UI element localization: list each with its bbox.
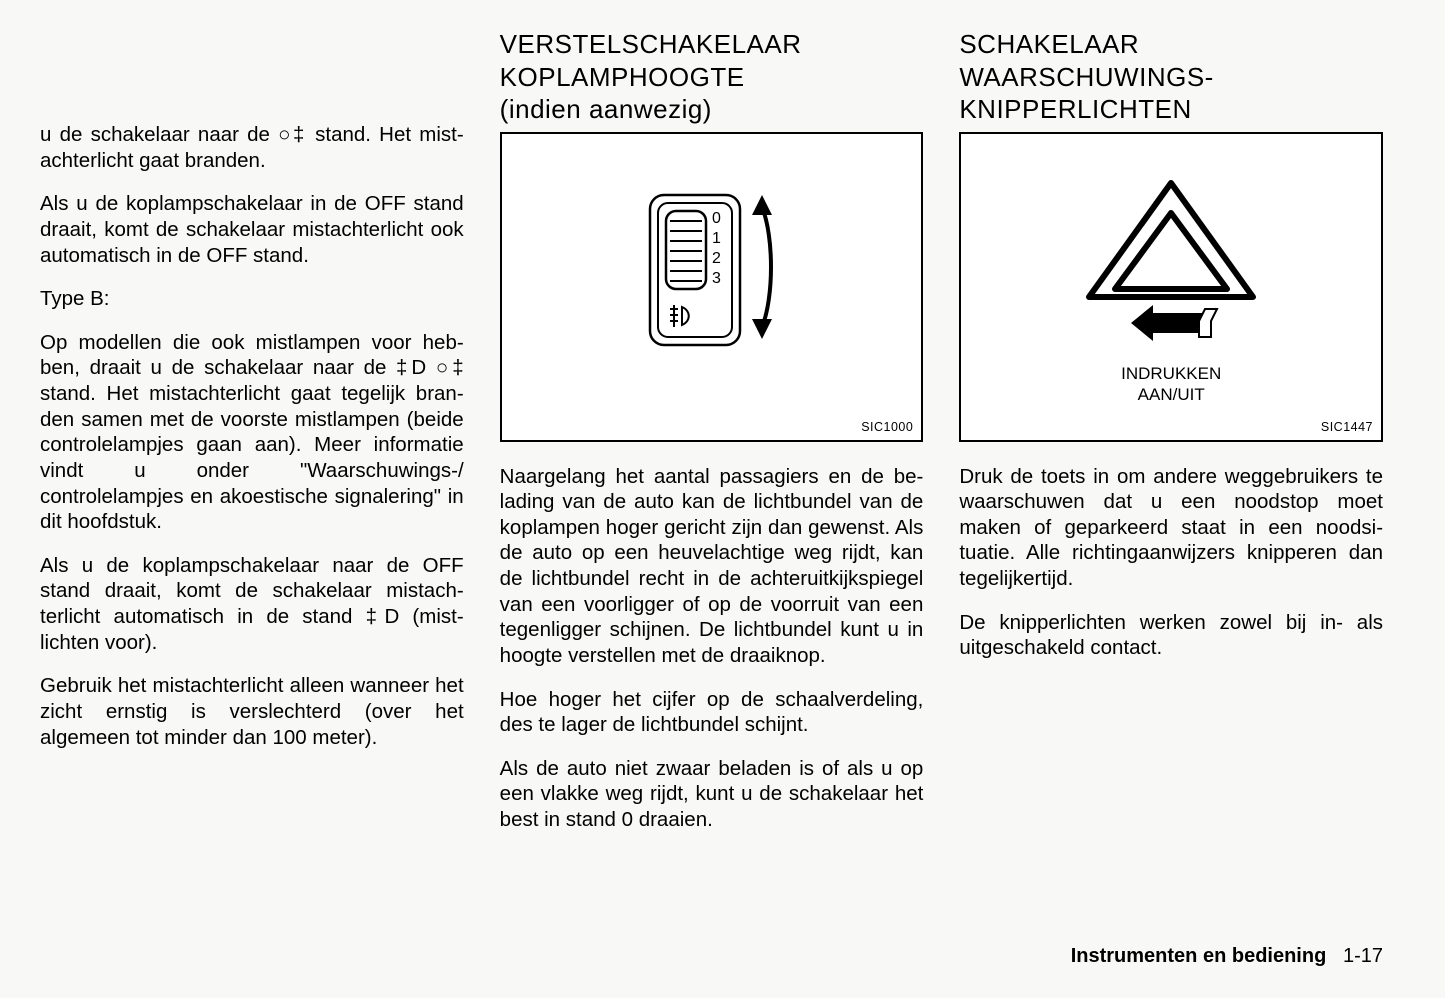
figure-hazard-switch: INDRUKKEN AAN/UIT SIC1447 — [959, 132, 1383, 442]
page-footer: Instrumenten en bediening 1-17 — [1071, 945, 1383, 968]
section-heading: VERSTELSCHAKELAAR KOPLAMPHOOGTE (indien … — [500, 28, 924, 126]
body-paragraph: Naargelang het aantal passagiers en de b… — [500, 464, 924, 669]
body-paragraph: De knipperlichten werken zowel bij in- a… — [959, 610, 1383, 661]
figure-caption-line: INDRUKKEN — [1121, 364, 1221, 383]
heading-line: KNIPPERLICHTEN — [959, 94, 1191, 124]
figure-id: SIC1000 — [861, 420, 913, 434]
figure-caption: INDRUKKEN AAN/UIT — [1121, 363, 1221, 406]
figure-caption-line: AAN/UIT — [1138, 385, 1205, 404]
svg-text:1: 1 — [712, 230, 721, 247]
heading-line: KOPLAMPHOOGTE — [500, 62, 745, 92]
column-middle: VERSTELSCHAKELAAR KOPLAMPHOOGTE (indien … — [500, 28, 924, 998]
svg-text:3: 3 — [712, 270, 721, 287]
manual-page: u de schakelaar naar de ○‡ stand. Het mi… — [0, 0, 1445, 998]
figure-id: SIC1447 — [1321, 420, 1373, 434]
body-paragraph: Als u de koplampschakelaar in de OFF sta… — [40, 191, 464, 268]
svg-text:0: 0 — [712, 210, 721, 227]
hazard-illustration-icon — [1081, 177, 1261, 347]
body-paragraph: Druk de toets in om andere weggebruikers… — [959, 464, 1383, 592]
heading-line: (indien aanwezig) — [500, 94, 712, 124]
body-paragraph: Type B: — [40, 286, 464, 312]
heading-line: VERSTELSCHAKELAAR — [500, 29, 802, 59]
body-paragraph: Gebruik het mistachterlicht alleen wanne… — [40, 673, 464, 750]
body-paragraph: u de schakelaar naar de ○‡ stand. Het mi… — [40, 122, 464, 173]
heading-line: WAARSCHUWINGS- — [959, 62, 1213, 92]
figure-headlamp-dial: 0 1 2 3 — [500, 132, 924, 442]
body-paragraph: Als de auto niet zwaar beladen is of als… — [500, 756, 924, 833]
column-right: SCHAKELAAR WAARSCHUWINGS- KNIPPERLICHTEN — [959, 28, 1383, 998]
svg-text:2: 2 — [712, 250, 721, 267]
body-paragraph: Als u de koplampschakelaar naar de OFF s… — [40, 553, 464, 656]
column-left: u de schakelaar naar de ○‡ stand. Het mi… — [40, 28, 464, 998]
dial-illustration-icon: 0 1 2 3 — [612, 177, 812, 377]
body-paragraph: Op modellen die ook mistlampen voor heb­… — [40, 330, 464, 535]
section-heading: SCHAKELAAR WAARSCHUWINGS- KNIPPERLICHTEN — [959, 28, 1383, 126]
heading-line: SCHAKELAAR — [959, 29, 1139, 59]
body-paragraph: Hoe hoger het cijfer op de schaalverdeli… — [500, 687, 924, 738]
footer-section: Instrumenten en bediening — [1071, 945, 1327, 967]
footer-page-number: 1-17 — [1343, 945, 1383, 967]
